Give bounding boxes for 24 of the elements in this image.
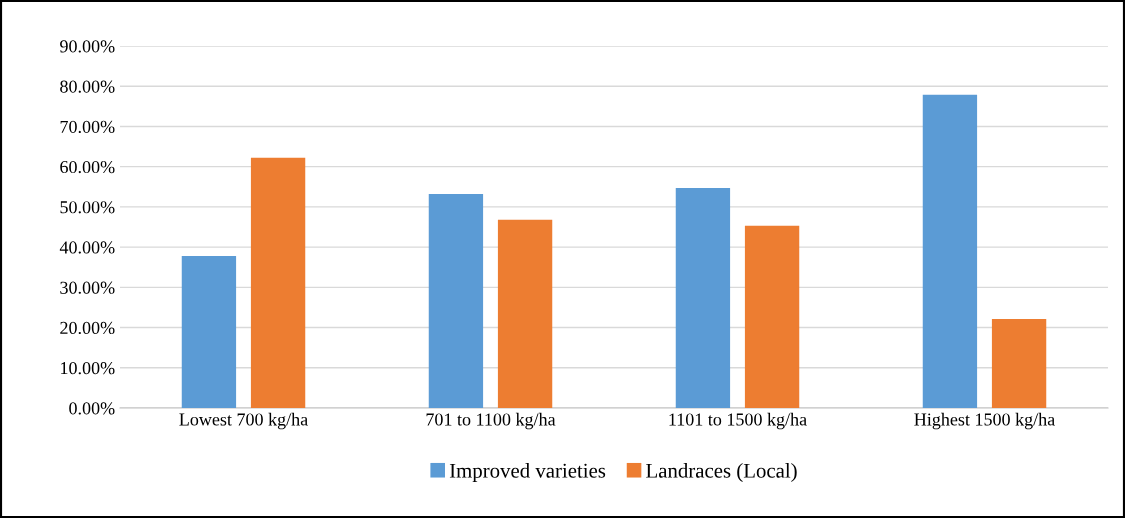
x-tick-label: Highest 1500 kg/ha [914, 412, 1055, 430]
y-tick-label: 80.00% [60, 80, 115, 93]
y-tick-label: 20.00% [60, 321, 115, 335]
legend-label: Landraces (Local) [646, 463, 797, 482]
bar [991, 319, 1047, 408]
y-tick-label: 40.00% [59, 241, 115, 254]
y-tick-label: 70.00% [60, 120, 115, 133]
bar [675, 187, 731, 408]
x-tick-label: 1101 to 1500 kg/ha [669, 412, 807, 430]
y-tick-label: 90.00% [60, 40, 115, 53]
bar [744, 225, 800, 408]
y-tick-label: 0.00% [69, 402, 115, 415]
x-tick-label: Lowest 700 kg/ha [179, 412, 308, 430]
legend-label: Improved varieties [449, 463, 606, 482]
y-tick-label: 60.00% [60, 160, 115, 174]
x-tick-label: 701 to 1100 kg/ha [426, 412, 556, 430]
bar [181, 255, 237, 408]
bar [922, 94, 978, 408]
y-tick-label: 50.00% [60, 201, 115, 214]
bar [497, 219, 553, 408]
y-tick-label: 10.00% [61, 362, 115, 375]
bar [250, 157, 306, 408]
bar [428, 194, 484, 408]
y-tick-label: 30.00% [60, 281, 115, 294]
